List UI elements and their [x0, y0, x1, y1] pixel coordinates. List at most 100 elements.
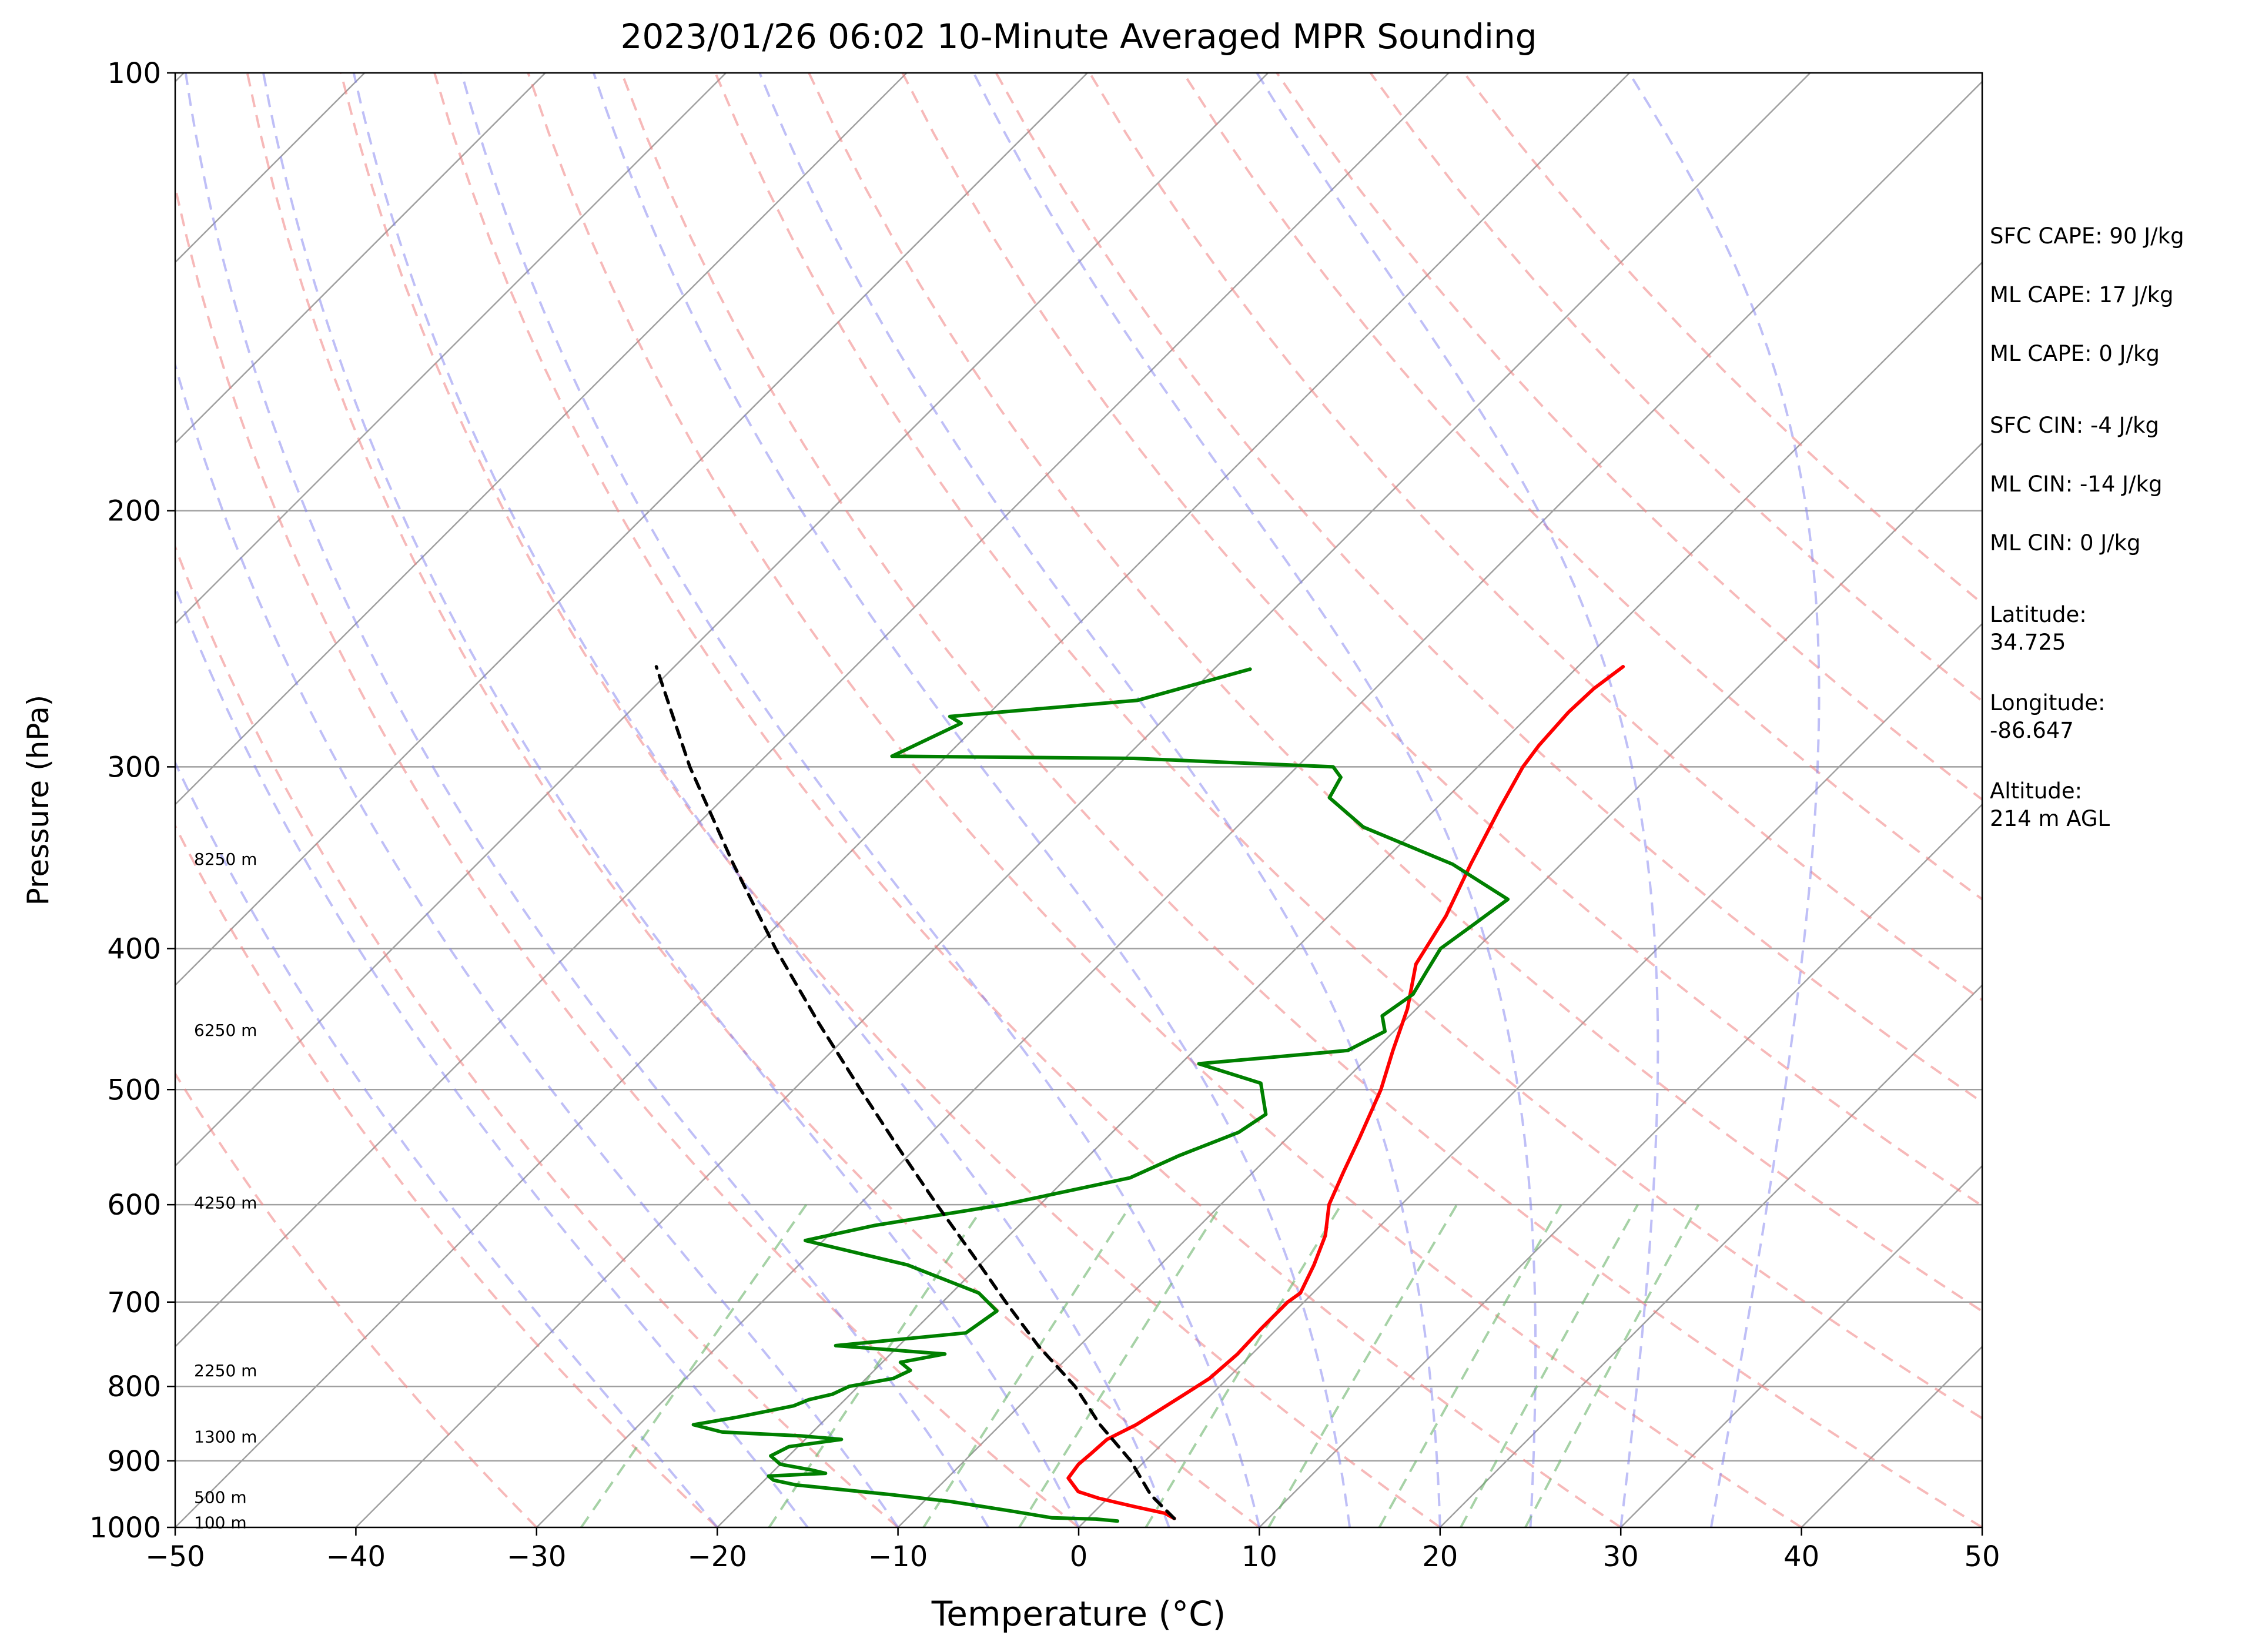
moist-adiabat-line — [1628, 73, 1821, 1527]
y-tick-label: 300 — [107, 751, 161, 784]
mixing-ratio-line — [1145, 1204, 1343, 1527]
annotation-text: Latitude: 34.725 — [1990, 602, 2087, 655]
x-tick-label: −30 — [507, 1540, 566, 1573]
mixing-ratio-line — [768, 1203, 986, 1527]
x-tick-label: 10 — [1242, 1540, 1277, 1573]
height-label: 500 m — [194, 1487, 247, 1507]
isotherm-line — [175, 73, 908, 806]
isotherm-line — [536, 81, 1982, 1527]
temperature-line — [1066, 665, 1625, 1520]
isotherm-line — [355, 73, 1811, 1527]
x-axis-label: Temperature (°C) — [931, 1594, 1226, 1634]
x-tick-label: 40 — [1783, 1540, 1819, 1573]
isotherm-line — [175, 73, 1088, 986]
x-tick-label: −10 — [868, 1540, 928, 1573]
mixing-ratio-line — [1524, 1204, 1700, 1527]
annotation-text: ML CAPE: 0 J/kg — [1990, 341, 2160, 366]
dry-adiabat-line — [175, 823, 718, 1527]
isotherm-line — [175, 73, 1630, 1527]
annotation-text: ML CIN: 0 J/kg — [1990, 530, 2141, 556]
dry-adiabat-line — [808, 73, 1982, 1313]
isotherm-line — [175, 73, 1269, 1167]
dry-adiabat-line — [175, 543, 899, 1527]
height-label: 8250 m — [194, 850, 257, 869]
moist-adiabat-line — [460, 73, 1261, 1527]
moist-adiabat-line — [593, 73, 1351, 1527]
dry-adiabat-line — [1369, 73, 1982, 703]
isotherm-line — [1259, 803, 1982, 1527]
moist-adiabat-line — [175, 584, 809, 1527]
isotherm-line — [897, 442, 1982, 1527]
dry-adiabat-line — [1088, 73, 1982, 1002]
mixing-ratio-line — [1267, 1204, 1458, 1527]
moist-adiabat-line — [175, 760, 718, 1527]
x-tick-label: 0 — [1070, 1540, 1088, 1573]
dry-adiabat-line — [714, 73, 1982, 1420]
moist-adiabat-line — [758, 73, 1441, 1527]
annotation-text: SFC CIN: -4 J/kg — [1990, 413, 2159, 438]
mixing-ratio-line — [1460, 1204, 1639, 1527]
dry-adiabat-line — [175, 1071, 538, 1527]
height-label: 1300 m — [194, 1427, 257, 1446]
moist-adiabat-line — [352, 73, 1170, 1527]
isotherm-line — [0, 73, 3, 1527]
y-tick-label: 400 — [107, 932, 161, 965]
plot-frame — [174, 72, 1983, 1529]
height-label: 4250 m — [194, 1193, 257, 1213]
moist-adiabat-line — [1256, 73, 1659, 1527]
isotherm-line — [717, 261, 1982, 1527]
mixing-ratio-line — [1378, 1204, 1562, 1527]
annotation-text: ML CAPE: 17 J/kg — [1990, 282, 2174, 307]
y-tick-label: 600 — [107, 1189, 161, 1222]
dry-adiabat-line — [620, 73, 1982, 1527]
x-tick-label: 50 — [1964, 1540, 2000, 1573]
isotherm-line — [1620, 1165, 1982, 1527]
height-label: 6250 m — [194, 1021, 257, 1040]
annotation-text: Altitude: 214 m AGL — [1990, 778, 2110, 831]
height-label: 100 m — [194, 1513, 247, 1532]
parcel-line — [654, 665, 1176, 1520]
y-tick-label: 900 — [107, 1445, 161, 1478]
annotation-text: ML CIN: -14 J/kg — [1990, 471, 2163, 497]
x-tick-label: 30 — [1603, 1540, 1639, 1573]
isotherm-line — [1078, 623, 1982, 1527]
mixing-ratio-line — [580, 1203, 808, 1527]
isotherm-line — [175, 73, 727, 625]
dry-adiabat-line — [901, 73, 1982, 1208]
y-tick-label: 100 — [107, 57, 161, 90]
y-tick-label: 800 — [107, 1370, 161, 1403]
x-tick-label: −50 — [145, 1540, 205, 1573]
plot-grid — [0, 73, 1982, 1527]
chart-labels: −50 −40 −30 −20 −10 0 10 20 30 40 50 100 200 300 400 50… — [89, 57, 2000, 1573]
sounding-annotations: SFC CAPE: 90 J/kg ML CAPE: 17 J/kg ML CAPE… — [1990, 0, 2237, 882]
mixing-ratio-line — [1018, 1204, 1223, 1527]
isotherm-line — [1439, 984, 1982, 1527]
y-tick-label: 500 — [107, 1074, 161, 1106]
isotherm-line — [175, 73, 1450, 1348]
y-tick-label: 1000 — [89, 1511, 161, 1544]
dewpoint-line — [691, 667, 1510, 1523]
dry-adiabat-line — [340, 73, 1441, 1527]
y-tick-label: 700 — [107, 1286, 161, 1319]
moist-adiabat-line — [175, 360, 899, 1527]
height-label: 2250 m — [194, 1361, 257, 1380]
sounding-series — [654, 665, 1625, 1523]
moist-adiabat-line — [184, 73, 990, 1527]
moist-adiabat-line — [262, 73, 1080, 1527]
isotherm-line — [175, 73, 546, 444]
moist-adiabat-line — [972, 73, 1537, 1527]
dry-adiabat-line — [175, 181, 1080, 1527]
annotation-text: Longitude: -86.647 — [1990, 690, 2106, 743]
annotation-text: SFC CAPE: 90 J/kg — [1990, 223, 2184, 249]
y-axis-label: Pressure (hPa) — [21, 695, 55, 906]
dry-adiabat-line — [995, 73, 1982, 1104]
dry-adiabat-line — [1276, 73, 1982, 801]
dry-adiabat-line — [433, 73, 1622, 1527]
y-tick-label: 200 — [107, 495, 161, 528]
x-tick-label: −20 — [688, 1540, 747, 1573]
mixing-ratio-line — [922, 1204, 1132, 1527]
dry-adiabat-line — [527, 73, 1802, 1527]
x-tick-label: −40 — [326, 1540, 386, 1573]
x-tick-label: 20 — [1422, 1540, 1458, 1573]
